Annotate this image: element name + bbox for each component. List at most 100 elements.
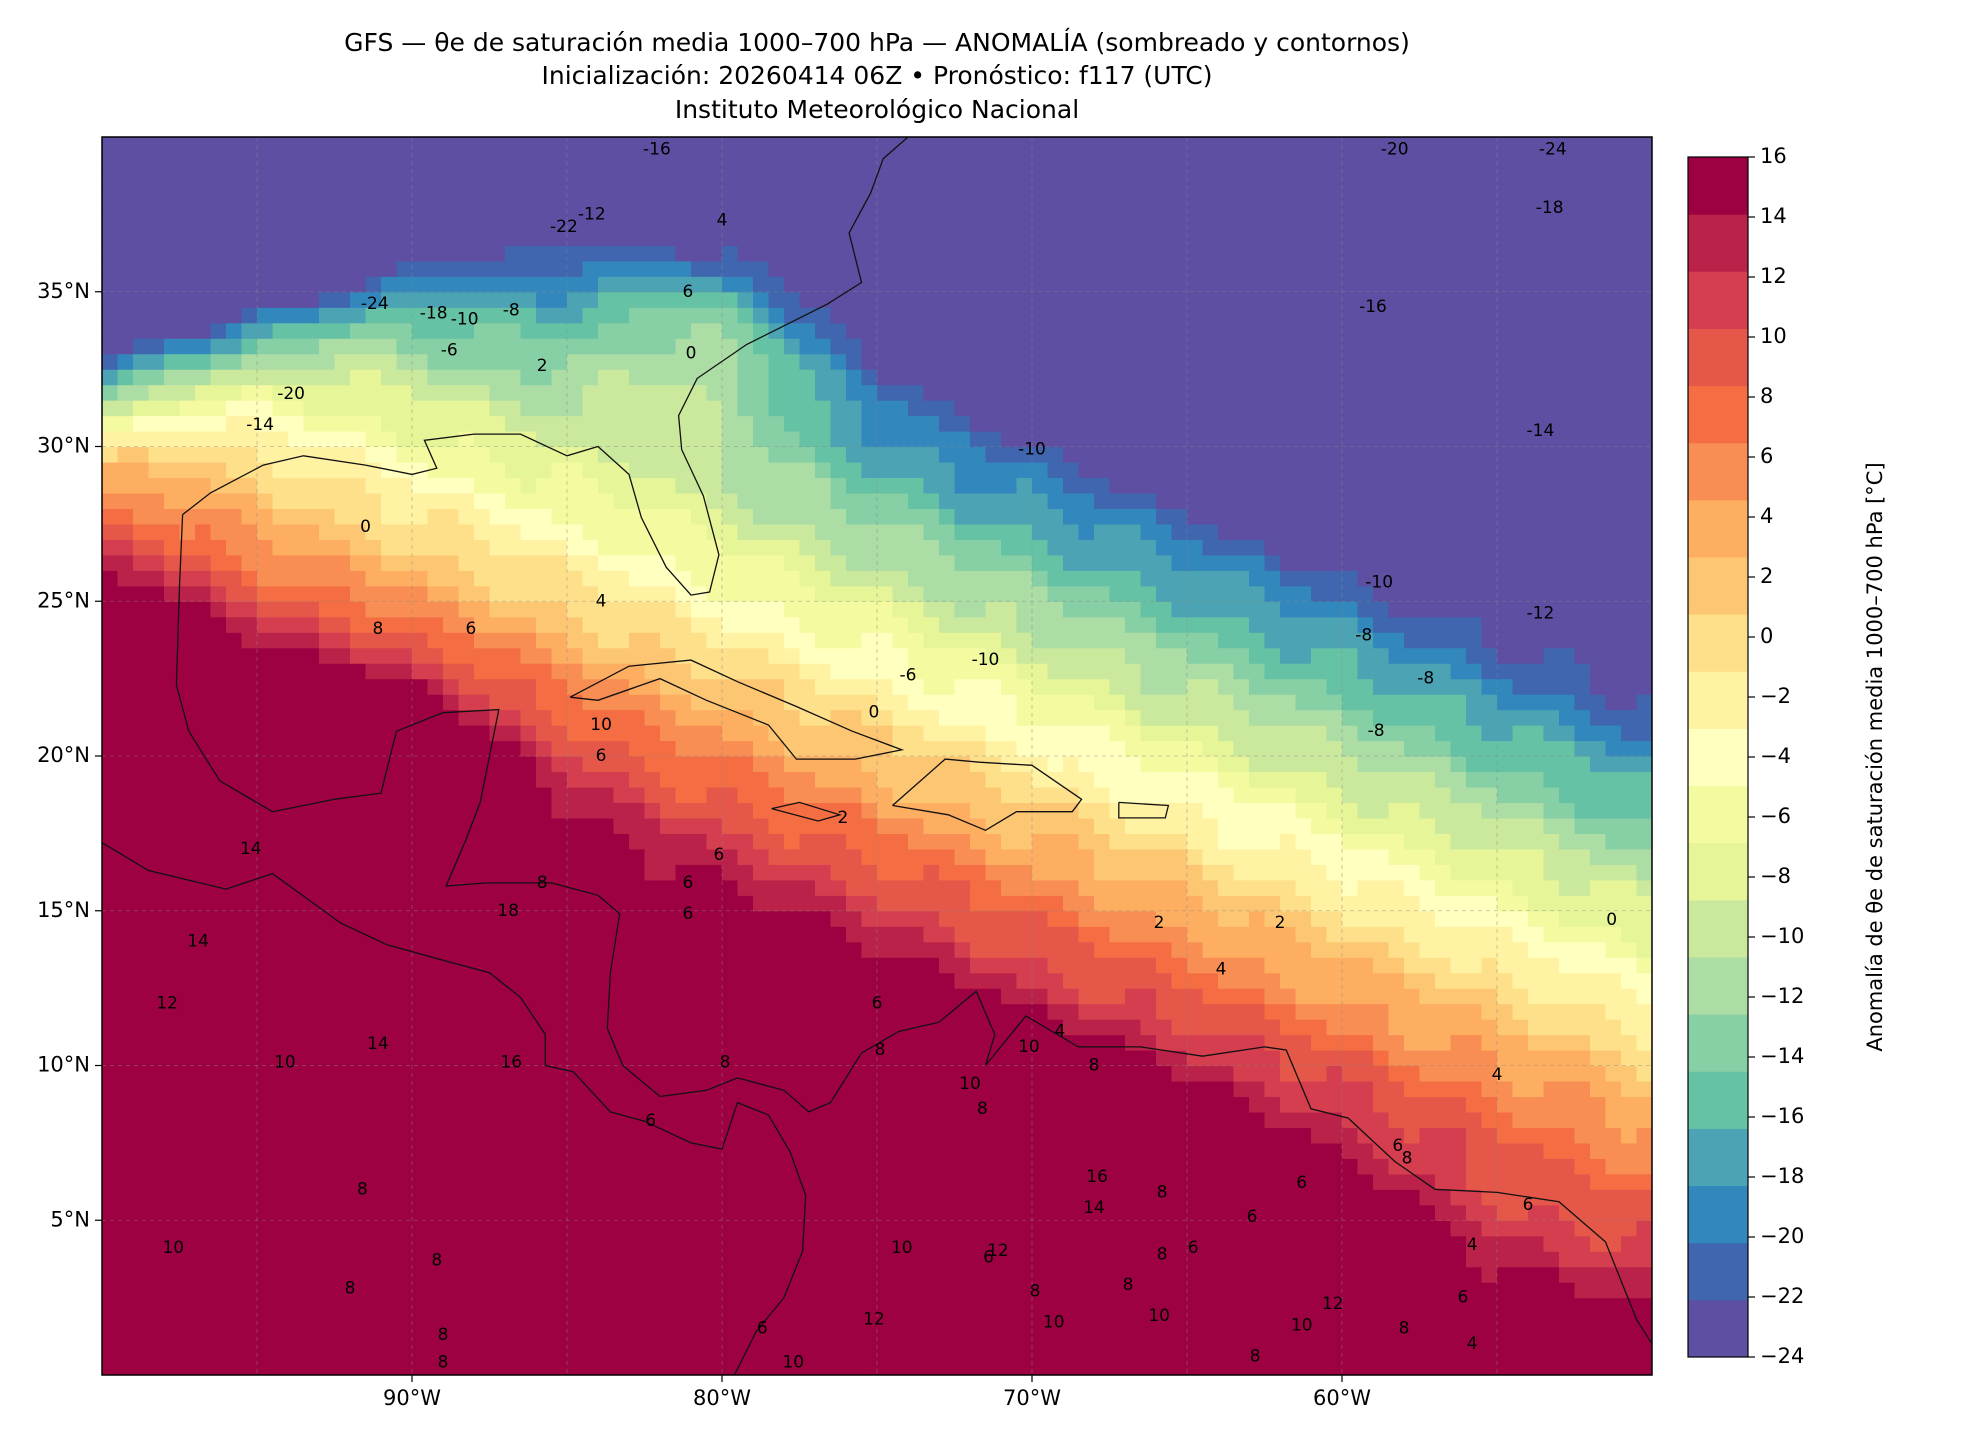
map-subtitle-run: Inicialización: 20260414 06Z • Pronóstic… [541,61,1213,90]
contour-label: 8 [345,1278,356,1298]
contour-label: 8 [1123,1275,1134,1295]
colorbar-swatch [1688,1014,1748,1072]
colorbar-tick-label: 4 [1760,504,1773,528]
contour-label: 14 [187,932,209,952]
contour-label: -8 [1368,721,1385,741]
colorbar: 16 14 12 10 8 6 4 2 0 −2 −4 −6 −8 −10 −12 −14 −16 −18 −20 −… [1687,144,1887,1368]
contour-label: 0 [360,517,371,537]
contour-label: 10 [274,1052,296,1072]
contour-label: 12 [156,994,178,1014]
contour-label: 6 [713,845,724,865]
contour-label: 0 [1606,910,1617,930]
lon-tick-label: 70°W [1003,1386,1061,1410]
contour-label: 10 [959,1074,981,1094]
contour-label: -10 [972,650,1000,670]
colorbar-tick-label: 8 [1760,384,1773,408]
contour-label: 14 [1083,1198,1105,1218]
contour-label: -18 [420,303,448,323]
contour-label: -24 [1539,139,1567,159]
contour-label: 4 [1216,960,1227,980]
graticule [102,137,1652,1375]
contour-label: 12 [863,1309,885,1329]
map-subtitle-institute: Instituto Meteorológico Nacional [674,95,1080,124]
contour-label: 10 [590,715,612,735]
colorbar-swatch [1688,557,1748,615]
contour-label: 6 [1457,1288,1468,1308]
coastline-segment [892,758,1083,832]
colorbar-swatch [1688,614,1748,672]
colorbar-swatch [1688,442,1748,501]
contour-label: 2 [1275,913,1286,933]
contour-label: 6 [1296,1173,1307,1193]
contour-label: -16 [643,139,671,159]
contour-label: 8 [875,1040,886,1060]
contour-label: -6 [900,666,917,686]
contour-label: 10 [1148,1306,1170,1326]
contour-label: 6 [1188,1238,1199,1258]
lat-tick-label: 5°N [50,1207,90,1231]
colorbar-tick-label: −22 [1760,1284,1804,1308]
contour-label: 6 [757,1319,768,1339]
contour-label: 8 [1157,1182,1168,1202]
contour-label: 0 [686,344,697,364]
contour-label: 8 [357,1179,368,1199]
contour-label: 8 [431,1251,442,1271]
contour-label: 18 [497,901,519,921]
contour-label: -18 [1536,198,1564,218]
colorbar-swatch [1688,214,1748,272]
map-title: GFS — θe de saturación media 1000–700 hP… [344,28,1410,57]
contour-label: -14 [1527,421,1555,441]
contour-label: 4 [1492,1065,1503,1085]
lon-tick-label: 80°W [693,1386,751,1410]
colorbar-tick-label: −10 [1760,924,1804,948]
colorbar-swatch [1688,271,1748,329]
colorbar-swatch [1688,385,1748,444]
contour-label: 14 [240,839,262,859]
contour-label: 8 [1157,1244,1168,1264]
contour-label: 2 [837,808,848,828]
contour-label: 4 [717,211,728,231]
contour-label: -20 [277,384,305,404]
contour-label: -10 [451,310,479,330]
contour-label: -16 [1359,297,1387,317]
contour-label: 8 [1089,1056,1100,1076]
coastline-segment [102,842,807,1375]
contour-label: 10 [1043,1312,1065,1332]
lat-tick-label: 30°N [37,434,90,458]
contour-label: -24 [361,294,389,314]
contour-label: 4 [1467,1334,1478,1354]
contour-label: 6 [645,1111,656,1131]
contour-label: 10 [1291,1316,1313,1336]
contour-label: 8 [1030,1281,1041,1301]
contour-label: 16 [1086,1167,1108,1187]
colorbar-tick-label: −2 [1760,684,1791,708]
contour-label: 12 [987,1241,1009,1261]
contour-label: 8 [720,1052,731,1072]
contour-label: -6 [441,341,458,361]
contour-label: 6 [682,282,693,302]
lat-tick-label: 35°N [37,279,90,303]
colorbar-tick-label: −6 [1760,804,1791,828]
contour-label: -22 [550,217,578,237]
contour-label: 6 [465,619,476,639]
lon-tick-label: 90°W [383,1386,441,1410]
colorbar-swatch [1688,328,1748,387]
colorbar-tick-label: 0 [1760,624,1773,648]
contour-label: 10 [1018,1037,1040,1057]
contour-label: 4 [596,591,607,611]
colorbar-swatch [1688,1299,1748,1358]
colorbar-title: Anomalía de θe de saturación media 1000–… [1863,462,1887,1051]
contour-label: 8 [1250,1346,1261,1366]
colorbar-tick-label: 2 [1760,564,1773,588]
contour-label: 6 [983,1247,994,1267]
contour-label: 8 [438,1353,449,1373]
lat-tick-label: 10°N [37,1053,90,1077]
contour-label: -8 [1417,669,1434,689]
colorbar-swatch [1688,957,1748,1015]
contour-labels: -20 -24 -18 -16 -14 -10 -10 -10 -12 -8 -8 -8 -6 -24 -2… [156,139,1617,1372]
contour-label: 8 [977,1099,988,1119]
map-area: -20 -24 -18 -16 -14 -10 -10 -10 -12 -8 -8 -8 -6 -24 -2… [102,137,1652,1375]
colorbar-tick-label: −12 [1760,984,1804,1008]
contour-label: 10 [891,1238,913,1258]
